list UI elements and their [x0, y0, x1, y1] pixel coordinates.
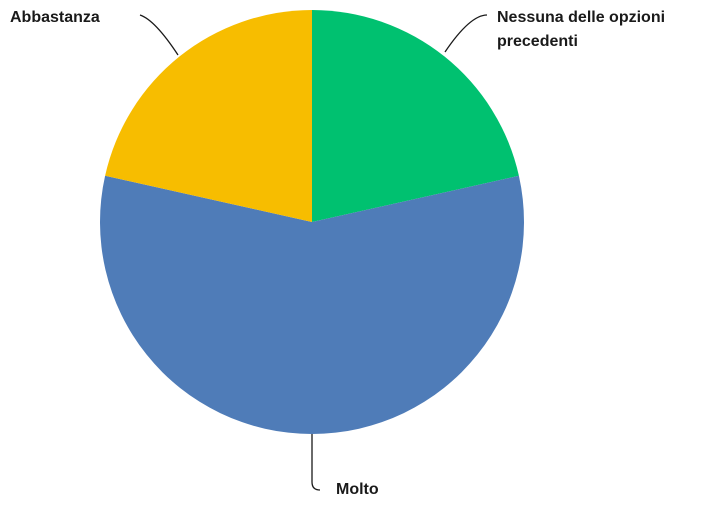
pie-slice	[105, 10, 312, 222]
pie-slice	[99, 175, 525, 434]
leader-line	[139, 14, 179, 56]
pie	[99, 10, 525, 434]
leader-line	[311, 434, 321, 491]
slice-label: Abbastanza	[10, 9, 100, 26]
pie-slice	[312, 10, 519, 222]
leader-line	[444, 14, 488, 53]
slice-label: Nessuna delle opzioni precedenti	[497, 9, 666, 50]
slice-label: Molto	[336, 481, 379, 498]
